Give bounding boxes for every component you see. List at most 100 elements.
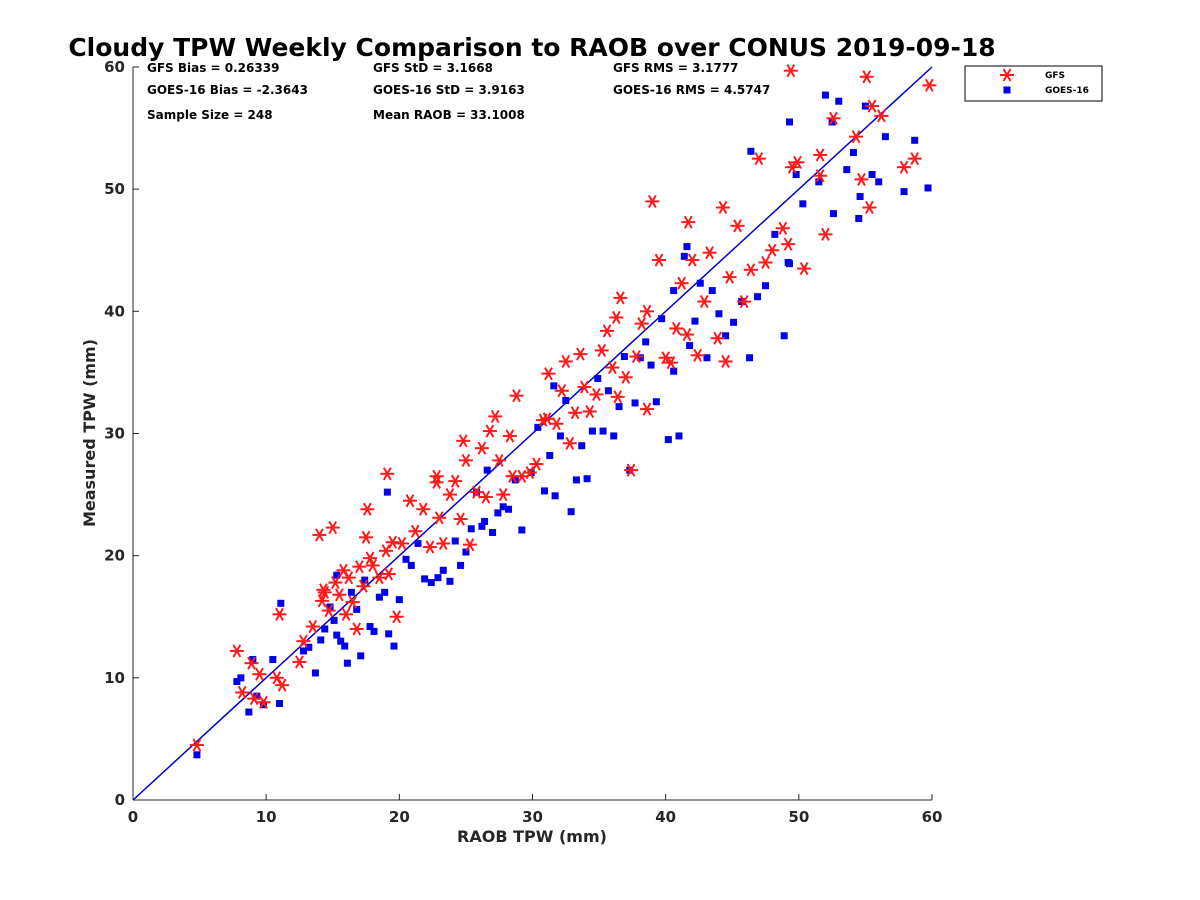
gfs-point xyxy=(640,402,655,416)
goes16-point xyxy=(670,367,678,375)
gfs-point xyxy=(453,512,468,526)
gfs-point xyxy=(568,406,583,420)
goes16-point xyxy=(534,423,542,431)
gfs-point xyxy=(669,321,684,335)
goes16-point xyxy=(708,287,716,295)
goes16-point xyxy=(620,353,628,361)
goes16-point xyxy=(333,571,341,579)
goes16-point xyxy=(193,751,201,759)
goes16-point xyxy=(483,466,491,474)
gfs-point xyxy=(436,536,451,551)
gfs-point xyxy=(422,540,437,554)
goes16-point xyxy=(462,548,470,556)
goes16-point xyxy=(615,403,623,411)
gfs-point xyxy=(408,524,423,538)
gfs-point xyxy=(783,64,798,78)
goes16-point xyxy=(540,487,548,495)
goes16-point xyxy=(347,588,355,596)
goes16-point xyxy=(550,382,558,390)
gfs-point xyxy=(640,304,655,318)
gfs-point xyxy=(432,511,447,525)
goes16-point xyxy=(556,432,564,440)
goes16-point xyxy=(305,643,313,651)
gfs-point xyxy=(332,588,347,602)
gfs-point xyxy=(229,644,244,658)
gfs-point xyxy=(690,348,705,362)
goes16-point xyxy=(784,258,792,266)
goes16-point xyxy=(395,596,403,604)
goes16-point xyxy=(499,503,507,511)
gfs-point xyxy=(790,155,805,169)
gfs-point xyxy=(629,349,644,364)
goes16-point xyxy=(457,561,465,569)
gfs-point xyxy=(429,475,444,489)
gfs-point xyxy=(442,488,457,502)
gfs-point xyxy=(482,424,497,438)
gfs-point xyxy=(235,685,250,700)
gfs-point xyxy=(541,367,556,381)
gfs-point xyxy=(363,551,378,565)
stats-annotations: GFS Bias = 0.26339 GFS StD = 3.1668 GFS … xyxy=(147,61,770,122)
y-tick-label: 30 xyxy=(104,425,125,443)
gfs-point xyxy=(402,494,417,508)
gfs-point xyxy=(256,695,271,709)
gfs-point xyxy=(702,246,717,260)
legend: GFS GOES-16 xyxy=(964,65,1103,102)
gfs-point xyxy=(679,327,694,342)
chart-title: Cloudy TPW Weekly Comparison to RAOB ove… xyxy=(68,33,995,62)
goes16-point xyxy=(311,669,319,677)
gfs-point xyxy=(710,331,725,345)
gfs-point xyxy=(594,343,609,357)
goes16-point xyxy=(494,509,502,517)
gfs-point xyxy=(624,463,639,477)
axis-ticks: 0 10 20 30 40 50 60 0 10 20 30 40 50 60 xyxy=(104,58,942,826)
goes16-point xyxy=(233,677,241,685)
goes16-point xyxy=(421,575,429,583)
gfs-point xyxy=(380,467,395,481)
gfs-point xyxy=(907,152,922,166)
goes16-point xyxy=(546,451,554,459)
goes16-point xyxy=(245,708,253,716)
x-tick-label: 60 xyxy=(922,808,943,826)
goes16-point xyxy=(551,492,559,500)
goes16-point xyxy=(715,310,723,318)
gfs-point xyxy=(718,354,733,368)
gfs-point xyxy=(321,604,336,618)
gfs-point xyxy=(781,237,796,251)
goes16-point xyxy=(572,476,580,484)
gfs-point xyxy=(315,594,330,608)
stat-goes16-std: GOES-16 StD = 3.9163 xyxy=(373,83,525,97)
gfs-point xyxy=(874,109,889,123)
goes16-point xyxy=(361,576,369,584)
y-axis-label: Measured TPW (mm) xyxy=(80,339,99,527)
legend-gfs-label: GFS xyxy=(1045,71,1065,81)
gfs-point xyxy=(456,434,471,448)
stat-goes16-rms: GOES-16 RMS = 4.5747 xyxy=(613,83,770,97)
goes16-point xyxy=(686,342,694,350)
goes16-point xyxy=(333,631,341,639)
gfs-point xyxy=(505,469,520,483)
gfs-point xyxy=(605,360,620,375)
gfs-point xyxy=(416,502,431,516)
goes16-point xyxy=(402,555,410,563)
goes16-point xyxy=(439,566,447,574)
x-tick-label: 0 xyxy=(128,808,138,826)
goes16-point xyxy=(642,338,650,346)
x-tick-label: 30 xyxy=(522,808,543,826)
goes16-point xyxy=(856,192,864,200)
gfs-point xyxy=(634,316,649,331)
gfs-point xyxy=(813,169,828,183)
y-tick-label: 60 xyxy=(104,58,125,76)
goes16-point xyxy=(747,147,755,155)
gfs-point xyxy=(652,253,667,267)
legend-gfs-marker xyxy=(1000,68,1014,82)
goes16-point xyxy=(366,623,374,631)
goes16-point xyxy=(383,488,391,496)
goes16-point xyxy=(696,279,704,287)
goes16-point xyxy=(269,656,277,664)
gfs-point xyxy=(730,219,745,233)
goes16-point xyxy=(815,178,823,186)
gfs-point xyxy=(922,78,937,92)
gfs-point xyxy=(492,453,507,467)
legend-box xyxy=(964,65,1103,102)
